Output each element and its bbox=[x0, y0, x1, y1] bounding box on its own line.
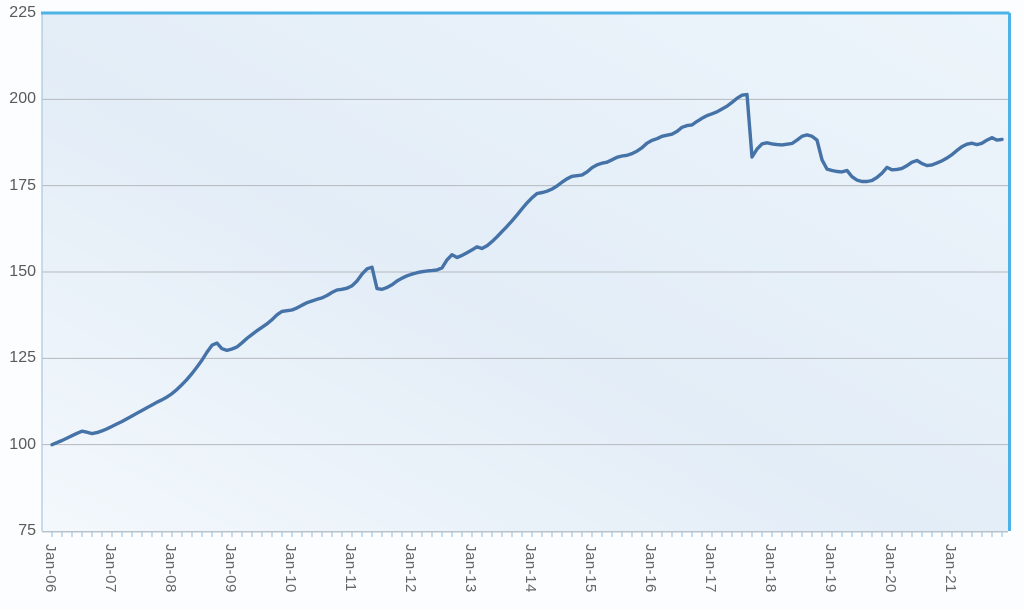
x-axis-label: Jan-20 bbox=[882, 544, 899, 593]
x-axis-label: Jan-21 bbox=[942, 544, 959, 593]
x-axis-label: Jan-09 bbox=[222, 544, 239, 593]
x-axis-label: Jan-17 bbox=[702, 544, 719, 593]
x-axis-label: Jan-15 bbox=[582, 544, 599, 593]
x-axis-label: Jan-07 bbox=[102, 544, 119, 593]
x-axis-label: Jan-10 bbox=[282, 544, 299, 593]
y-axis-label: 75 bbox=[18, 522, 36, 539]
y-axis-label: 150 bbox=[9, 263, 36, 280]
y-axis-label: 225 bbox=[9, 4, 36, 21]
x-axis-label: Jan-14 bbox=[522, 544, 539, 593]
y-axis-label: 175 bbox=[9, 176, 36, 194]
y-axis-label: 200 bbox=[9, 90, 36, 108]
x-axis-label: Jan-06 bbox=[42, 544, 59, 593]
x-axis-label: Jan-18 bbox=[762, 544, 779, 593]
x-axis-label: Jan-11 bbox=[342, 544, 359, 592]
x-axis-label: Jan-13 bbox=[462, 544, 479, 593]
series-line[interactable] bbox=[50, 92, 1004, 447]
x-axis-label: Jan-16 bbox=[642, 544, 659, 593]
y-axis-label: 125 bbox=[9, 349, 36, 367]
y-axis-label: 100 bbox=[9, 435, 36, 453]
x-axis-label: Jan-19 bbox=[822, 544, 839, 593]
x-axis-label: Jan-08 bbox=[162, 544, 179, 593]
x-axis-label: Jan-12 bbox=[402, 544, 419, 593]
